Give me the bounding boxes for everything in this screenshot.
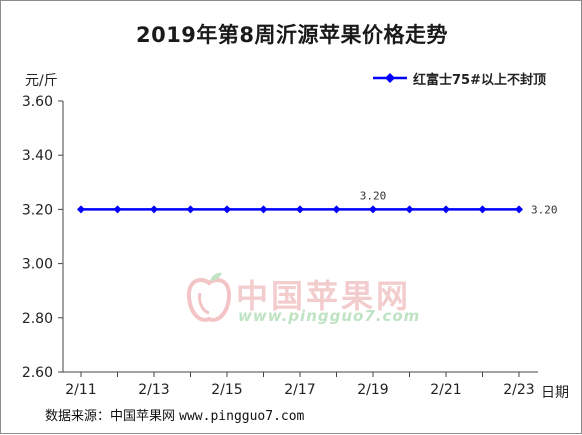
y-tick-label: 3.00 [22,257,53,273]
data-source: 数据来源：中国苹果网 www.pingguo7.com [45,405,304,424]
x-tick-label: 2/11 [65,382,96,398]
data-point [478,205,487,214]
y-axis-label: 元/斤 [25,73,58,89]
data-point [442,205,450,214]
y-tick-label: 3.60 [22,94,53,110]
data-label: 3.20 [531,203,558,216]
x-tick-label: 2/13 [138,382,169,398]
legend: 红富士75#以上不封顶 [373,69,546,88]
data-label: 3.20 [360,189,387,202]
x-tick-label: 2/23 [503,382,534,398]
y-tick-label: 2.60 [22,365,53,381]
apple-logo-icon [186,272,232,322]
y-tick-label: 3.40 [22,148,53,164]
data-source-label: 数据来源：中国苹果网 [45,409,176,424]
x-tick-label: 2/17 [284,382,315,398]
y-tick-label: 2.80 [22,311,53,327]
x-axis-label: 日期 [541,385,569,401]
legend-swatch-icon [373,73,407,83]
watermark-name: 中国苹果网 [236,277,412,315]
x-tick-label: 2/19 [357,382,388,398]
data-point [296,205,304,214]
x-tick-label: 2/15 [211,382,242,398]
legend-label: 红富士75#以上不封顶 [413,72,546,88]
data-point [77,205,85,214]
chart-title: 2019年第8周沂源苹果价格走势 [135,23,449,47]
data-point [369,205,377,214]
data-source-url: www.pingguo7.com [179,409,305,424]
data-point [186,205,195,214]
data-point [515,205,523,214]
y-tick-label: 3.20 [22,202,53,218]
data-point [259,205,268,214]
data-point [113,205,122,214]
data-point [332,205,341,214]
data-point [150,205,158,214]
data-point [223,205,231,214]
watermark-url: www.pingguo7.com [238,307,421,325]
data-point [405,205,414,214]
watermark: 中国苹果网 www.pingguo7.com [184,269,424,329]
x-tick-label: 2/21 [430,382,461,398]
